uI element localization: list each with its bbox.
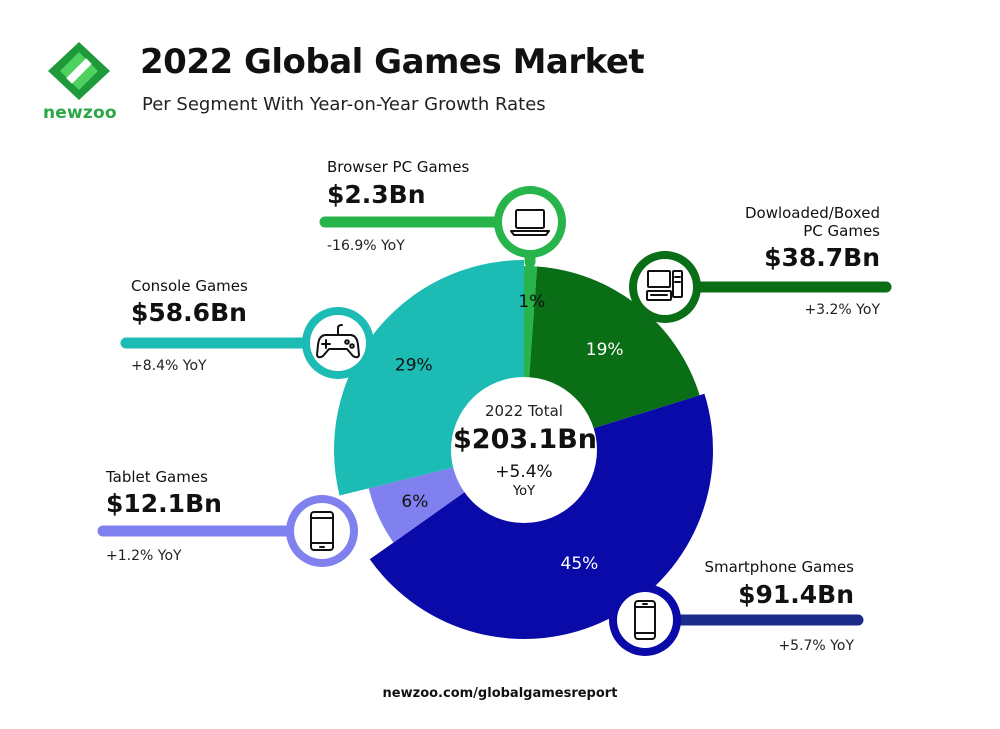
downloaded-pc-games-name-line1: Dowloaded/Boxed: [744, 204, 880, 222]
console-games-yoy: +8.4% YoY: [131, 358, 207, 374]
newzoo-logo: [48, 42, 110, 100]
center-total-value: $203.1Bn: [453, 424, 597, 455]
smartphone-games-value: $91.4Bn: [738, 580, 854, 609]
downloaded-pc-games-value: $38.7Bn: [764, 243, 880, 272]
laptop-icon: [510, 209, 550, 236]
page-title: 2022 Global Games Market: [140, 42, 645, 82]
center-hole: [451, 377, 597, 523]
smartphone-games-name: Smartphone Games: [704, 558, 854, 576]
downloaded-pc-games-name-line2: PC Games: [803, 222, 880, 240]
smartphone-icon: [634, 600, 656, 640]
downloaded-pc-games-yoy: +3.2% YoY: [804, 302, 880, 318]
center-total-growth-unit: YoY: [512, 484, 536, 499]
tablet-games-percent-label: 6%: [401, 492, 428, 512]
console-games-name: Console Games: [131, 277, 248, 295]
downloaded-pc-games-percent-label: 19%: [586, 340, 624, 360]
tablet-icon: [310, 511, 334, 551]
desktop-computer-icon: [646, 270, 683, 301]
browser-pc-games-yoy: -16.9% YoY: [327, 238, 405, 254]
tablet-games-name: Tablet Games: [106, 468, 208, 486]
tablet-games-value: $12.1Bn: [106, 489, 222, 518]
footer-url: newzoo.com/globalgamesreport: [382, 686, 618, 701]
browser-pc-games-value: $2.3Bn: [327, 180, 426, 209]
smartphone-games-yoy: +5.7% YoY: [778, 638, 854, 654]
gamepad-icon: [316, 324, 360, 359]
browser-pc-games-name: Browser PC Games: [327, 158, 470, 176]
center-total-growth: +5.4%: [495, 462, 553, 482]
tablet-games-yoy: +1.2% YoY: [106, 548, 182, 564]
page-subtitle: Per Segment With Year-on-Year Growth Rat…: [142, 94, 546, 115]
browser-pc-games-percent-label: 1%: [518, 292, 545, 312]
newzoo-wordmark: newzoo: [43, 103, 117, 123]
center-total-label: 2022 Total: [485, 402, 563, 420]
console-games-percent-label: 29%: [395, 356, 433, 376]
console-games-value: $58.6Bn: [131, 298, 247, 327]
smartphone-games-percent-label: 45%: [561, 554, 599, 574]
